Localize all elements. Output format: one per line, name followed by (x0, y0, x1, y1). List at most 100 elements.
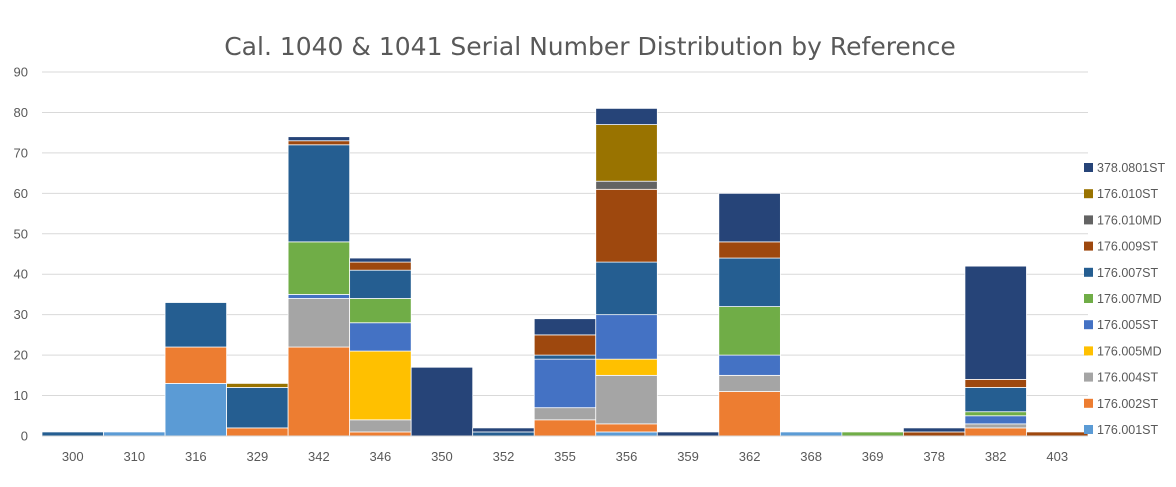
legend-label: 176.001ST (1097, 423, 1159, 437)
bar-segment (472, 431, 535, 437)
legend-label: 378.0801ST (1097, 161, 1165, 175)
y-tick-label: 50 (14, 226, 28, 241)
x-tick-label: 346 (370, 449, 392, 464)
bar-segment (287, 346, 351, 437)
bar-segment (349, 269, 412, 299)
bar-segment (964, 411, 1027, 417)
y-tick-label: 10 (14, 388, 28, 403)
bar-segment (349, 431, 412, 437)
bar-segment (595, 314, 658, 360)
bar-segment (903, 431, 966, 437)
bar-segment (533, 407, 597, 421)
bar-segment (226, 387, 289, 429)
bar-segment (533, 419, 597, 437)
bar-segment (718, 257, 781, 307)
legend-label: 176.009ST (1097, 240, 1159, 254)
x-tick-label: 378 (923, 449, 945, 464)
bar-segment (718, 192, 781, 243)
bar-segment (718, 374, 781, 392)
bar-segment (964, 427, 1027, 437)
x-tick-label: 359 (677, 449, 699, 464)
bar-segment (103, 431, 166, 437)
x-tick-label: 368 (800, 449, 822, 464)
bar-segment (595, 124, 658, 182)
bar-segment (533, 354, 597, 360)
x-tick-label: 356 (616, 449, 638, 464)
bar-segment (226, 383, 289, 388)
chart-title: Cal. 1040 & 1041 Serial Number Distribut… (224, 32, 956, 61)
bar-segment (164, 383, 227, 437)
bar-segment (595, 431, 658, 437)
legend-swatch (1084, 163, 1093, 172)
bar-segment (164, 302, 227, 348)
bar-segment (164, 346, 227, 384)
bar-segment (718, 391, 781, 437)
bar-segment (718, 241, 781, 259)
legend-label: 176.005MD (1097, 344, 1162, 358)
legend-label: 176.005ST (1097, 318, 1159, 332)
bar-segment (287, 294, 351, 299)
x-tick-label: 362 (739, 449, 761, 464)
legend-swatch (1084, 346, 1093, 356)
legend-swatch (1084, 372, 1093, 382)
bar-segment (595, 108, 658, 125)
legend-label: 176.007MD (1097, 292, 1162, 306)
bars (41, 108, 1089, 437)
bar-segment (410, 366, 474, 437)
bar-segment (964, 387, 1027, 413)
legend-swatch (1084, 241, 1093, 251)
bar-segment (718, 306, 781, 356)
bar-segment (287, 136, 351, 142)
bar-segment (595, 374, 658, 425)
bar-segment (903, 427, 966, 433)
bar-segment (287, 298, 351, 348)
bar-segment (595, 188, 658, 263)
bar-segment (287, 241, 351, 295)
bar-segment (349, 261, 412, 271)
x-tick-label: 342 (308, 449, 330, 464)
bar-segment (595, 358, 658, 376)
legend-label: 176.007ST (1097, 266, 1159, 280)
bar-segment (287, 144, 351, 243)
x-tick-label: 310 (123, 449, 145, 464)
x-tick-label: 382 (985, 449, 1007, 464)
legend-label: 176.010ST (1097, 187, 1159, 201)
bar-segment (595, 180, 658, 190)
legend-label: 176.010MD (1097, 213, 1162, 227)
y-tick-label: 90 (14, 65, 28, 80)
x-tick-label: 350 (431, 449, 453, 464)
y-tick-label: 0 (21, 429, 28, 444)
y-tick-label: 30 (14, 307, 28, 322)
bar-segment (533, 358, 597, 409)
bar-segment (1026, 431, 1089, 437)
legend-swatch (1084, 267, 1093, 277)
bar-segment (472, 427, 535, 433)
bar-segment (718, 354, 781, 376)
x-tick-label: 352 (493, 449, 515, 464)
bar-segment (349, 298, 412, 324)
x-tick-label: 300 (62, 449, 84, 464)
bar-segment (964, 379, 1027, 388)
legend-swatch (1084, 320, 1093, 330)
bar-segment (533, 334, 597, 356)
x-tick-label: 316 (185, 449, 207, 464)
bar-segment (287, 140, 351, 146)
legend-swatch (1084, 294, 1093, 303)
bar-segment (656, 431, 720, 437)
legend-swatch (1084, 215, 1093, 225)
y-tick-label: 40 (14, 267, 28, 282)
bar-segment (964, 415, 1027, 425)
legend-label: 176.002ST (1097, 397, 1159, 411)
bar-segment (841, 431, 904, 437)
bar-segment (779, 431, 843, 437)
x-axis: 300 310 316 329 342 346 350 352 355 356 359 362 368 3… (62, 449, 1068, 464)
bar-segment (964, 265, 1027, 380)
bar-segment (226, 427, 289, 437)
legend-swatch (1084, 189, 1093, 199)
legend-swatch (1084, 398, 1093, 408)
x-tick-label: 329 (247, 449, 269, 464)
bar-segment (533, 318, 597, 336)
legend: 378.0801ST 176.010ST 176.010MD 176.009ST 176… (1084, 161, 1165, 437)
bar-segment (595, 261, 658, 316)
